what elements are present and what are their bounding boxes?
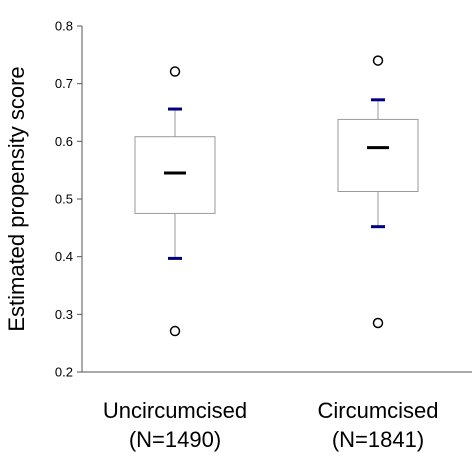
y-tick-label: 0.7 [55,76,73,91]
y-tick-label: 0.6 [55,134,73,149]
outlier-low-point [372,317,384,329]
category-n-label: (N=1841) [332,427,424,452]
iqr-box [337,118,419,193]
box-group [134,66,216,337]
y-tick-label: 0.2 [55,365,73,380]
y-tick-label: 0.3 [55,307,73,322]
outlier-high-point [169,66,181,77]
iqr-box [134,136,216,214]
y-tick-label: 0.8 [55,19,73,34]
category-n-label: (N=1490) [129,427,221,452]
y-axis-title: Estimated propensity score [4,66,29,331]
category-labels: Uncircumcised (N=1490) Circumcised (N=1841) [103,398,439,452]
outlier-low-point [169,325,181,337]
y-tick-label: 0.4 [55,249,73,264]
outlier-high-point [372,55,384,66]
y-tick-label: 0.5 [55,192,73,207]
boxes [134,55,419,337]
y-ticks: 0.2 0.3 0.4 0.5 0.6 0.7 0.8 [55,19,82,380]
box-group [337,55,419,329]
category-name-label: Circumcised [317,398,438,423]
category-name-label: Uncircumcised [103,398,247,423]
